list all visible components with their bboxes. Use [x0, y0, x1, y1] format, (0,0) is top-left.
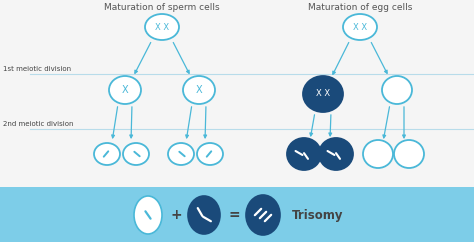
Text: X X: X X [155, 23, 169, 31]
Text: 2nd meiotic division: 2nd meiotic division [3, 121, 73, 127]
Text: X X: X X [353, 23, 367, 31]
Text: X X: X X [316, 90, 330, 98]
Ellipse shape [109, 76, 141, 104]
Ellipse shape [188, 196, 220, 234]
Ellipse shape [183, 76, 215, 104]
Ellipse shape [287, 138, 321, 170]
Ellipse shape [197, 143, 223, 165]
Text: Maturation of egg cells: Maturation of egg cells [308, 2, 412, 12]
Text: Maturation of sperm cells: Maturation of sperm cells [104, 2, 220, 12]
Ellipse shape [123, 143, 149, 165]
Text: =: = [228, 208, 240, 222]
Ellipse shape [145, 14, 179, 40]
Ellipse shape [394, 140, 424, 168]
Text: 1st meiotic division: 1st meiotic division [3, 66, 71, 72]
Ellipse shape [319, 138, 353, 170]
Text: X: X [122, 85, 128, 95]
Ellipse shape [343, 14, 377, 40]
Ellipse shape [94, 143, 120, 165]
Ellipse shape [168, 143, 194, 165]
Text: X: X [196, 85, 202, 95]
Ellipse shape [303, 76, 343, 112]
Ellipse shape [382, 76, 412, 104]
Text: +: + [170, 208, 182, 222]
Ellipse shape [246, 195, 280, 235]
Ellipse shape [134, 196, 162, 234]
Ellipse shape [363, 140, 393, 168]
Text: Trisomy: Trisomy [292, 209, 344, 221]
Bar [0, 187, 474, 242]
